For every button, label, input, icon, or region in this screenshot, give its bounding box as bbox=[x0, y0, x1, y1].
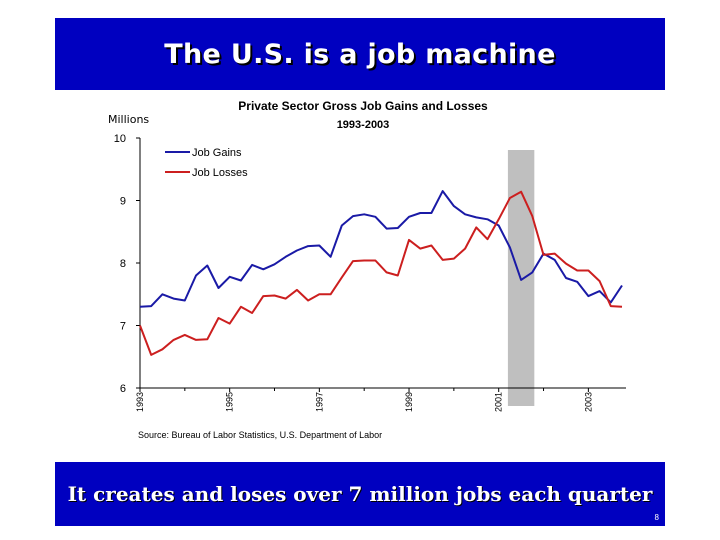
series-line-job-losses bbox=[139, 190, 623, 356]
x-tick-label: 1995 bbox=[225, 392, 235, 412]
slide-title: The U.S. is a job machine bbox=[164, 38, 556, 70]
x-tick-label: 1999 bbox=[404, 392, 414, 412]
x-tick-label: 1993 bbox=[135, 392, 145, 412]
x-tick-label: 2001 bbox=[494, 392, 504, 412]
y-tick-label: 6 bbox=[120, 383, 126, 395]
title-banner: The U.S. is a job machine bbox=[55, 18, 665, 90]
y-tick-label: 8 bbox=[120, 258, 126, 270]
y-tick-label: 10 bbox=[114, 133, 126, 145]
chart-subtitle: 1993-2003 bbox=[337, 119, 390, 131]
series-line-job-gains bbox=[139, 190, 623, 308]
x-tick-label: 1997 bbox=[314, 392, 324, 412]
y-axis-label: Millions bbox=[108, 113, 149, 126]
legend-label: Job Gains bbox=[192, 147, 242, 159]
subtitle-banner: It creates and loses over 7 million jobs… bbox=[55, 462, 665, 526]
line-chart: 10 9 8 7 6 Millions 1993 1995 1997 1999 2001 2003 Pr… bbox=[108, 99, 626, 412]
slide-subtitle: It creates and loses over 7 million jobs… bbox=[67, 482, 653, 506]
page-number: 8 bbox=[654, 513, 659, 522]
chart-title: Private Sector Gross Job Gains and Losse… bbox=[238, 99, 488, 113]
y-tick-label: 7 bbox=[120, 321, 126, 333]
legend-label: Job Losses bbox=[192, 167, 248, 179]
chart-source: Source: Bureau of Labor Statistics, U.S.… bbox=[138, 430, 383, 440]
x-tick-label: 2003 bbox=[583, 392, 593, 412]
y-tick-label: 9 bbox=[120, 196, 126, 208]
